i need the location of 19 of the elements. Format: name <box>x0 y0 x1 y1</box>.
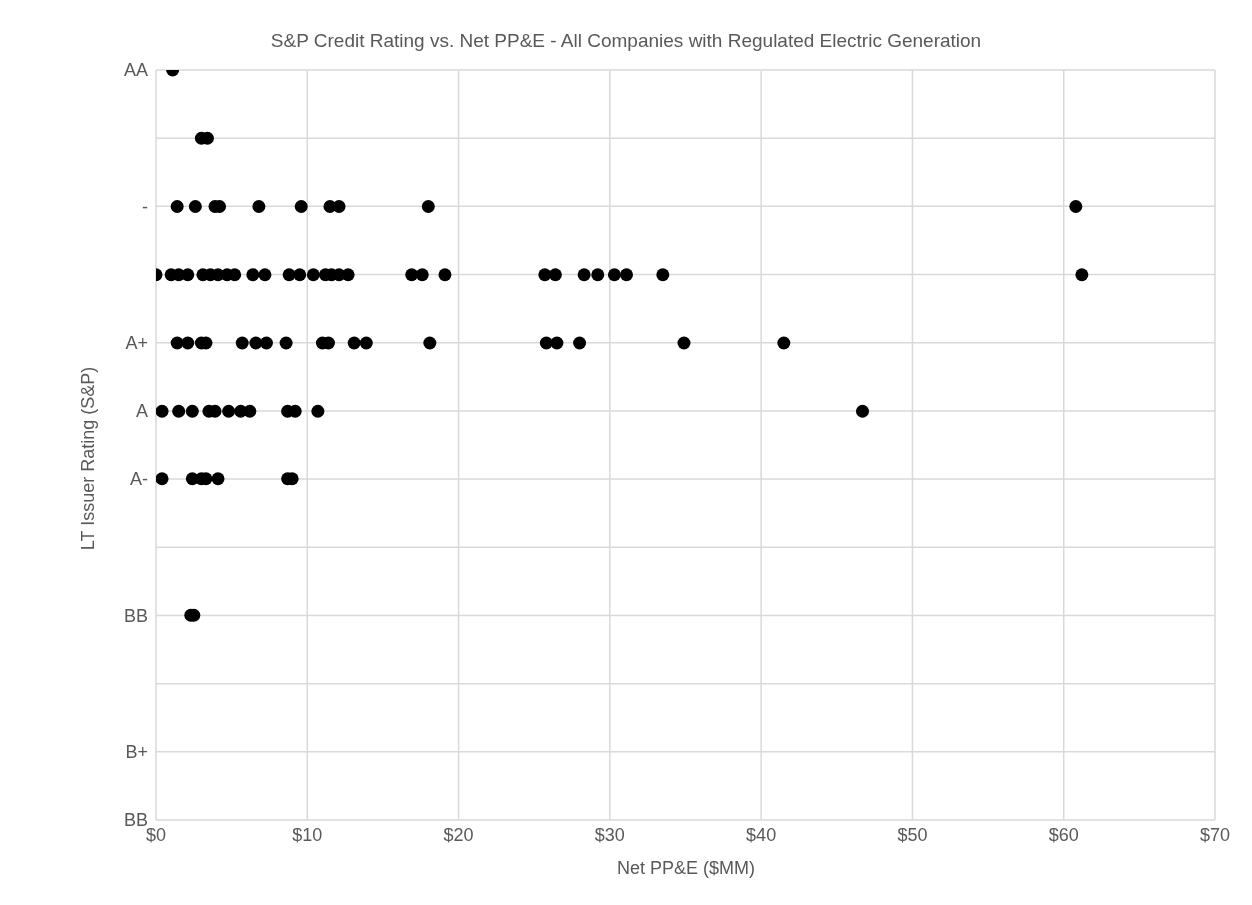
category-label: - <box>142 196 148 217</box>
x-axis-title: Net PP&E ($MM) <box>616 858 756 879</box>
x-tick-label: $60 <box>1048 824 1079 845</box>
category-label: A+ <box>125 333 148 354</box>
x-tick-label: $0 <box>145 824 167 845</box>
category-label: BB <box>123 605 148 626</box>
category-label: A- <box>130 469 148 490</box>
x-tick-label: $10 <box>292 824 323 845</box>
category-label: A <box>135 401 148 422</box>
chart-title: S&P Credit Rating vs. Net PP&E - All Companies with Regulated Electric Generation <box>269 30 983 52</box>
x-tick-label: $20 <box>443 824 474 845</box>
category-label: BB <box>123 810 148 831</box>
category-label: AA <box>123 60 148 81</box>
x-tick-label: $30 <box>594 824 625 845</box>
y-axis-title: LT Issuer Rating (S&P) <box>78 366 100 550</box>
x-tick-label: $70 <box>1199 824 1231 845</box>
x-tick-label: $40 <box>746 824 777 845</box>
category-label: B+ <box>125 742 148 763</box>
x-tick-label: $50 <box>897 824 928 845</box>
